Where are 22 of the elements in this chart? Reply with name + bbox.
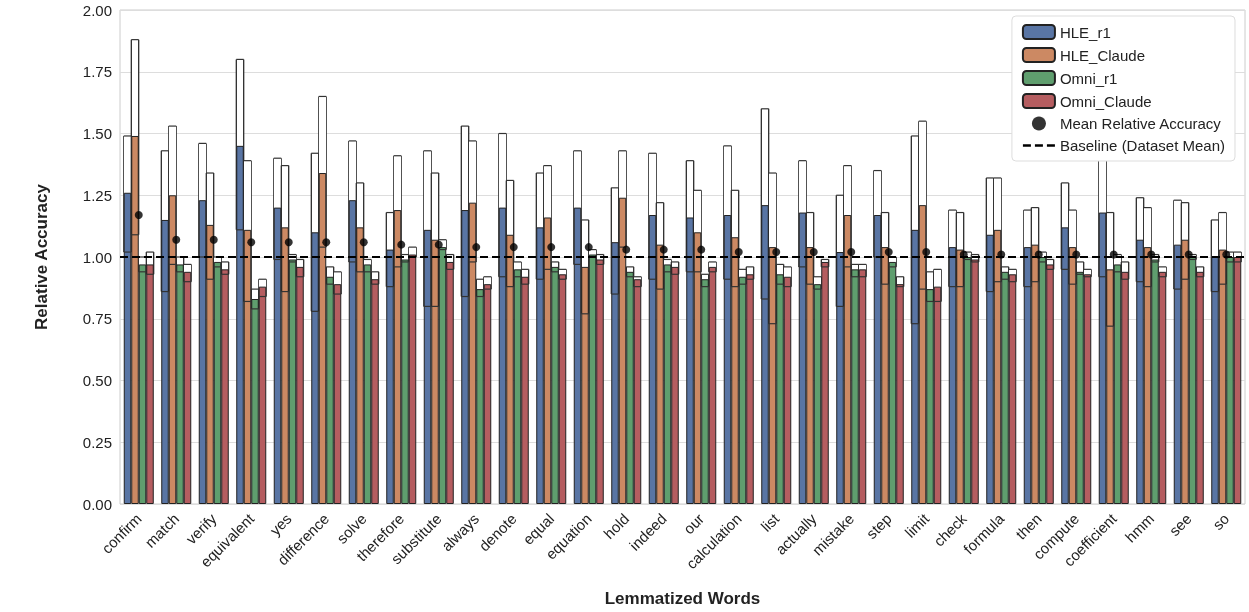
y-tick-label: 2.00 xyxy=(82,1,112,19)
y-axis-title: Relative Accuracy xyxy=(32,183,51,330)
y-tick-label: 0.00 xyxy=(82,495,112,513)
legend-label: HLE_Claude xyxy=(1059,46,1145,64)
legend-label: Baseline (Dataset Mean) xyxy=(1059,137,1226,154)
x-tick-label: limit xyxy=(901,509,933,541)
y-tick-label: 0.50 xyxy=(82,372,112,389)
x-axis-title: Lemmatized Words xyxy=(604,589,761,608)
y-tick-label: 1.25 xyxy=(82,186,112,204)
x-tick-label: step xyxy=(862,509,895,543)
y-tick-label: 1.75 xyxy=(82,63,112,81)
x-tick-label: list xyxy=(757,509,783,535)
legend-label: Omni_Claude xyxy=(1059,92,1152,110)
y-tick-label: 0.25 xyxy=(82,433,112,451)
y-tick-label: 1.00 xyxy=(82,248,112,266)
y-tick-label: 0.75 xyxy=(82,310,112,328)
legend-label: HLE_r1 xyxy=(1059,23,1111,41)
y-tick-label: 1.50 xyxy=(82,125,112,142)
x-tick-label: so xyxy=(1209,509,1233,534)
x-tick-label: see xyxy=(1165,509,1195,540)
legend-label: Mean Relative Accuracy xyxy=(1059,115,1222,132)
legend-label: Omni_r1 xyxy=(1059,69,1118,87)
